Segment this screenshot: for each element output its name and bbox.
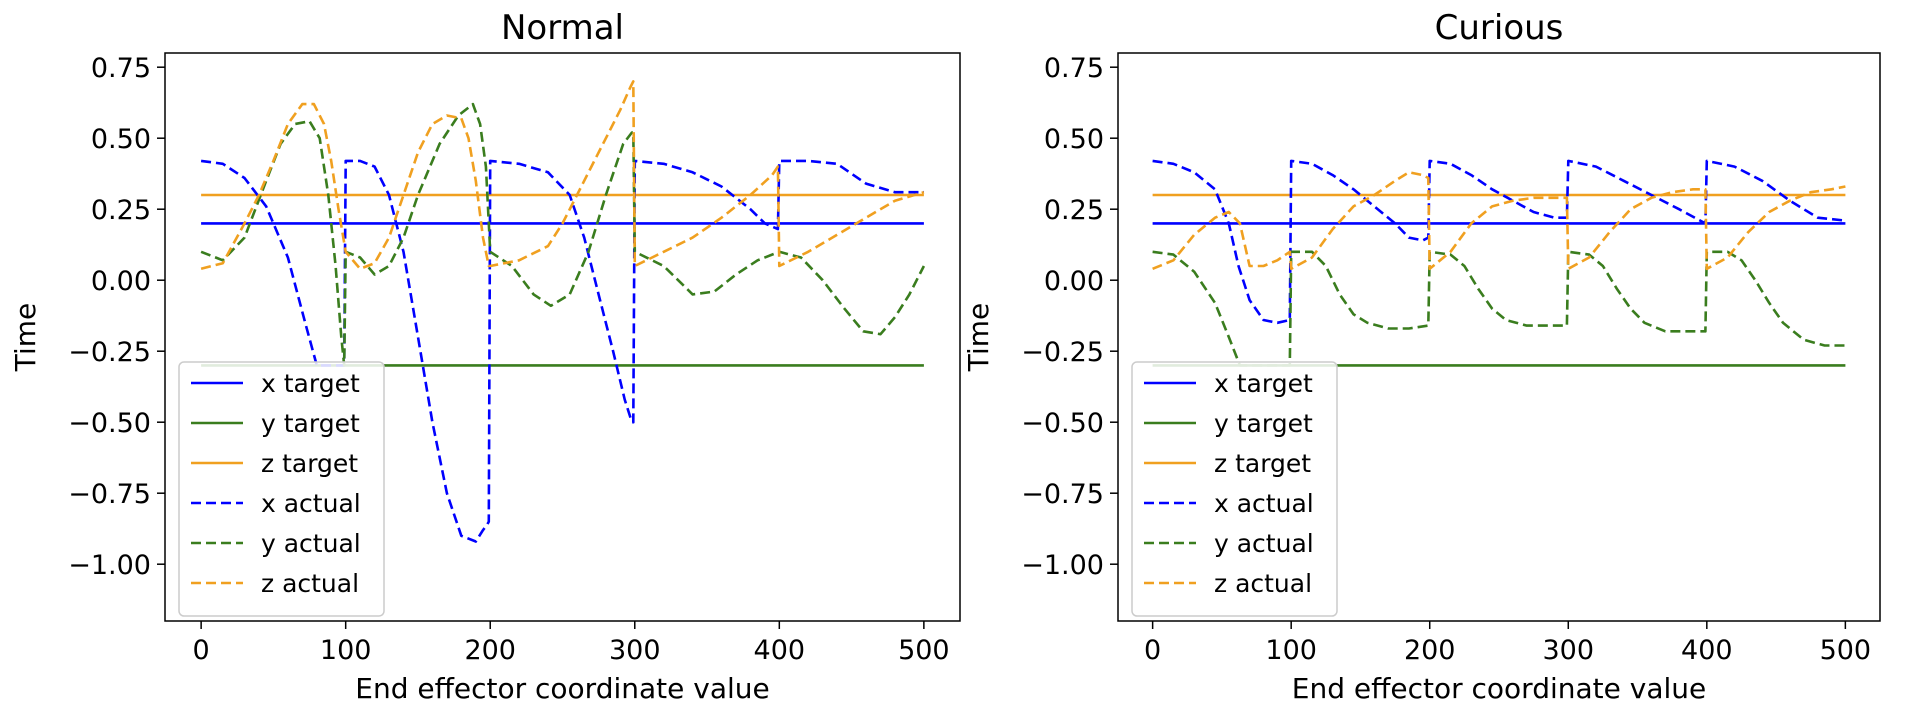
chart-0-legend-label-z-target: z target bbox=[261, 449, 358, 478]
chart-0-legend-label-x-target: x target bbox=[261, 369, 360, 398]
chart-1-legend-label-x-actual: x actual bbox=[1214, 489, 1314, 518]
chart-0-ytick-label: −0.50 bbox=[68, 408, 151, 439]
chart-1-xtick-label: 200 bbox=[1404, 635, 1456, 666]
chart-1-xtick-label: 400 bbox=[1681, 635, 1733, 666]
chart-0-xtick-label: 100 bbox=[320, 635, 372, 666]
chart-normal: 0 100 200 300 400 500 0.75 0.50 0.25 0.00 −0.25 −0.… bbox=[9, 8, 961, 705]
chart-1-plot-frame bbox=[1117, 52, 1881, 622]
chart-1-legend-box bbox=[1131, 361, 1338, 617]
chart-0-ytick-label: 0.75 bbox=[91, 53, 151, 84]
chart-1-ytick-label: −1.00 bbox=[1021, 550, 1104, 581]
chart-0-xtick-label: 0 bbox=[193, 635, 210, 666]
chart-0-legend: x target y target z target x actual y actual… bbox=[178, 361, 385, 617]
chart-1-series-z-actual bbox=[1152, 171, 1846, 271]
chart-0-series-z-actual bbox=[200, 80, 925, 271]
chart-1-ytick-label: −0.25 bbox=[1021, 337, 1104, 368]
chart-1-x-axis-label: End effector coordinate value bbox=[1292, 672, 1707, 705]
chart-0-legend-label-y-actual: y actual bbox=[261, 529, 361, 558]
chart-1-xtick-label: 500 bbox=[1820, 635, 1872, 666]
chart-1-title: Curious bbox=[1435, 8, 1564, 48]
chart-1-xtick-label: 300 bbox=[1542, 635, 1594, 666]
chart-1-legend-label-y-target: y target bbox=[1214, 409, 1313, 438]
chart-1-ytick-label: −0.75 bbox=[1021, 479, 1104, 510]
chart-0-legend-label-y-target: y target bbox=[261, 409, 360, 438]
chart-1-xtick-label: 0 bbox=[1144, 635, 1161, 666]
chart-1-ytick-label: 0.25 bbox=[1044, 195, 1104, 226]
chart-1-y-axis-label: Time bbox=[962, 303, 995, 373]
chart-0-ytick-label: 0.50 bbox=[91, 124, 151, 155]
chart-1-legend-label-y-actual: y actual bbox=[1214, 529, 1314, 558]
chart-1-series-group bbox=[1152, 159, 1846, 367]
chart-0-ytick-label: 0.25 bbox=[91, 195, 151, 226]
chart-1-xtick-label: 100 bbox=[1265, 635, 1317, 666]
chart-0-title: Normal bbox=[501, 8, 624, 48]
chart-1-ytick-label: 0.00 bbox=[1044, 266, 1104, 297]
chart-0-ytick-label: 0.00 bbox=[91, 266, 151, 297]
chart-1-legend-label-z-target: z target bbox=[1214, 449, 1311, 478]
chart-0-xtick-label: 500 bbox=[898, 635, 950, 666]
chart-0-legend-label-z-actual: z actual bbox=[261, 569, 359, 598]
chart-1-legend-label-x-target: x target bbox=[1214, 369, 1313, 398]
chart-0-series-y-actual bbox=[200, 102, 926, 367]
chart-0-y-axis-label: Time bbox=[9, 303, 42, 373]
chart-0-ytick-label: −1.00 bbox=[68, 550, 151, 581]
chart-1-legend: x target y target z target x actual y actual… bbox=[1131, 361, 1338, 617]
chart-1-ytick-label: −0.50 bbox=[1021, 408, 1104, 439]
chart-curious: 0 100 200 300 400 500 0.75 0.50 0.25 0.00 −0.25 −0.… bbox=[962, 8, 1881, 705]
chart-0-xtick-label: 200 bbox=[464, 635, 516, 666]
chart-0-x-axis-label: End effector coordinate value bbox=[355, 672, 770, 705]
chart-0-ytick-label: −0.75 bbox=[68, 479, 151, 510]
chart-1-ytick-label: 0.75 bbox=[1044, 53, 1104, 84]
chart-0-legend-box bbox=[178, 361, 385, 617]
chart-0-xtick-label: 400 bbox=[754, 635, 806, 666]
chart-0-ytick-label: −0.25 bbox=[68, 337, 151, 368]
chart-0-xtick-label: 300 bbox=[609, 635, 661, 666]
chart-0-legend-label-x-actual: x actual bbox=[261, 489, 361, 518]
chart-1-series-x-actual bbox=[1152, 159, 1846, 325]
chart-1-legend-label-z-actual: z actual bbox=[1214, 569, 1312, 598]
chart-1-ytick-label: 0.50 bbox=[1044, 124, 1104, 155]
chart-0-plot-frame bbox=[164, 52, 961, 622]
